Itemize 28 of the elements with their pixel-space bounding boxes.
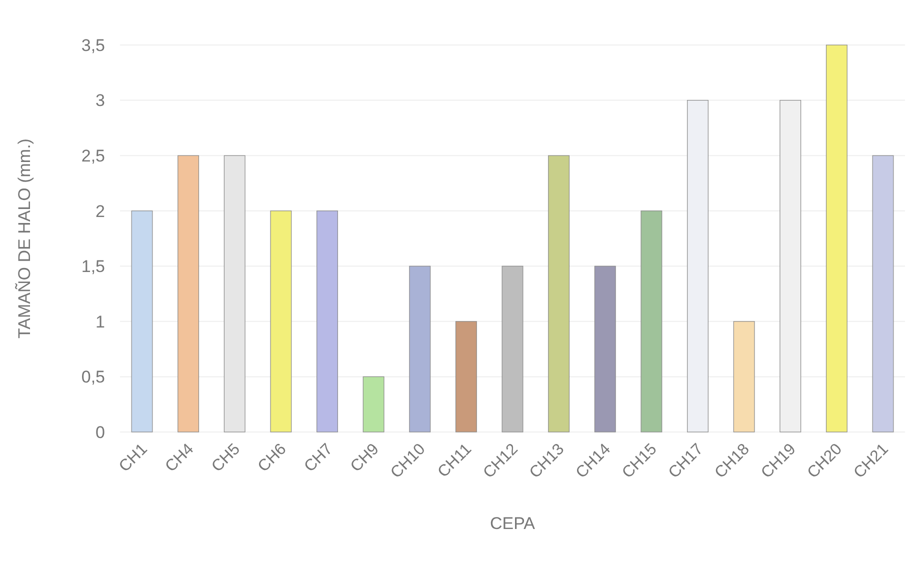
x-tick-label: CH1	[116, 440, 151, 476]
bar	[270, 210, 292, 432]
bar	[872, 155, 894, 432]
y-tick-label: 3,5	[81, 36, 105, 55]
bar	[502, 266, 524, 432]
bar	[733, 321, 755, 432]
y-tick-label: 1,5	[81, 257, 105, 276]
y-tick-label: 3	[96, 91, 105, 110]
bar	[409, 266, 431, 432]
bar	[362, 376, 384, 432]
bar	[548, 155, 570, 432]
x-tick-label: CH9	[348, 440, 382, 476]
bar	[131, 210, 153, 432]
y-tick-label: 0	[96, 422, 105, 442]
bar	[826, 44, 848, 432]
y-tick-label: 0,5	[81, 368, 105, 387]
x-tick-label: CH6	[255, 440, 290, 476]
x-axis-title: CEPA	[490, 514, 536, 533]
y-axis-title: TAMAÑO DE HALO (mm.)	[15, 138, 34, 338]
bar	[594, 266, 616, 432]
bar	[178, 155, 200, 432]
x-tick-label: CH4	[162, 440, 198, 476]
bar	[316, 210, 338, 432]
y-tick-label: 1	[96, 312, 105, 332]
y-tick-label: 2,5	[81, 146, 105, 166]
bar	[640, 210, 662, 432]
y-tick-label: 2	[96, 202, 105, 221]
bar	[455, 321, 477, 432]
